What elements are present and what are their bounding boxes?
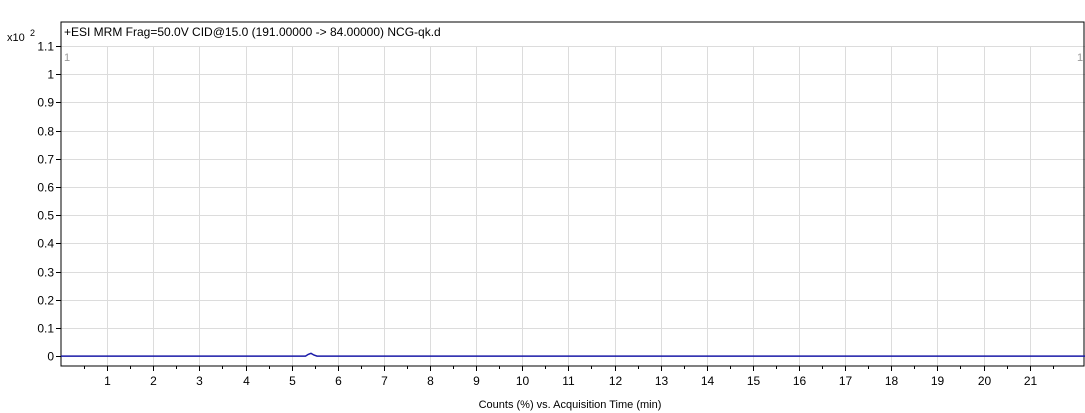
x-tick-label: 5 (289, 374, 296, 388)
x-tick-label: 6 (335, 374, 342, 388)
plot-frame (60, 21, 1085, 367)
y-tick-label: 0.9 (37, 96, 54, 110)
x-tick-label: 13 (655, 374, 669, 388)
y-tick-label: 0.6 (37, 181, 54, 195)
y-tick-label: 0.2 (37, 294, 54, 308)
x-tick-label: 15 (747, 374, 761, 388)
y-tick-label: 0.4 (37, 237, 54, 251)
y-tick-label: 0.7 (37, 153, 54, 167)
corner-label-left: 1 (64, 52, 70, 64)
y-tick-label: 1.1 (37, 40, 54, 54)
x-tick-label: 16 (793, 374, 807, 388)
x-tick-label: 19 (931, 374, 945, 388)
x-tick-label: 21 (1024, 374, 1038, 388)
x-tick-label: 11 (562, 374, 575, 388)
x-tick-label: 14 (701, 374, 715, 388)
y-tick-label: 0.3 (37, 266, 54, 280)
x-tick-label: 18 (885, 374, 899, 388)
x-tick-label: 17 (839, 374, 853, 388)
grid (61, 46, 1085, 366)
y-axis: 0 0.1 0.2 0.3 0.4 0.5 0.6 0.7 0.8 0.9 1 1.1 (37, 40, 61, 364)
series-line (61, 352, 1085, 357)
x-tick-label: 3 (196, 374, 203, 388)
x-tick-label: 2 (150, 374, 157, 388)
corner-label-right: 1 (1077, 52, 1083, 64)
y-tick-label: 0.5 (37, 209, 54, 223)
x-tick-label: 4 (243, 374, 250, 388)
y-multiplier-base: x10 (7, 32, 25, 44)
x-tick-label: 12 (609, 374, 623, 388)
chart-title: +ESI MRM Frag=50.0V CID@15.0 (191.00000 … (64, 25, 441, 39)
series-group (61, 352, 1085, 357)
x-axis-label: Counts (%) vs. Acquisition Time (min) (479, 399, 662, 411)
x-tick-label: 1 (104, 374, 111, 388)
y-tick-label: 0.8 (37, 125, 54, 139)
x-tick-label: 8 (427, 374, 434, 388)
x-tick-label: 10 (516, 374, 530, 388)
y-tick-label: 1 (47, 68, 54, 82)
x-tick-label: 9 (473, 374, 480, 388)
y-multiplier-exponent: 2 (30, 28, 35, 38)
x-tick-label: 7 (381, 374, 388, 388)
y-tick-label: 0 (47, 350, 54, 364)
y-tick-label: 0.1 (37, 322, 54, 336)
x-tick-label: 20 (978, 374, 992, 388)
x-axis: 1 2 3 4 5 6 7 8 9 10 11 12 13 14 15 16 17 18 19 20 21 (84, 366, 1054, 388)
